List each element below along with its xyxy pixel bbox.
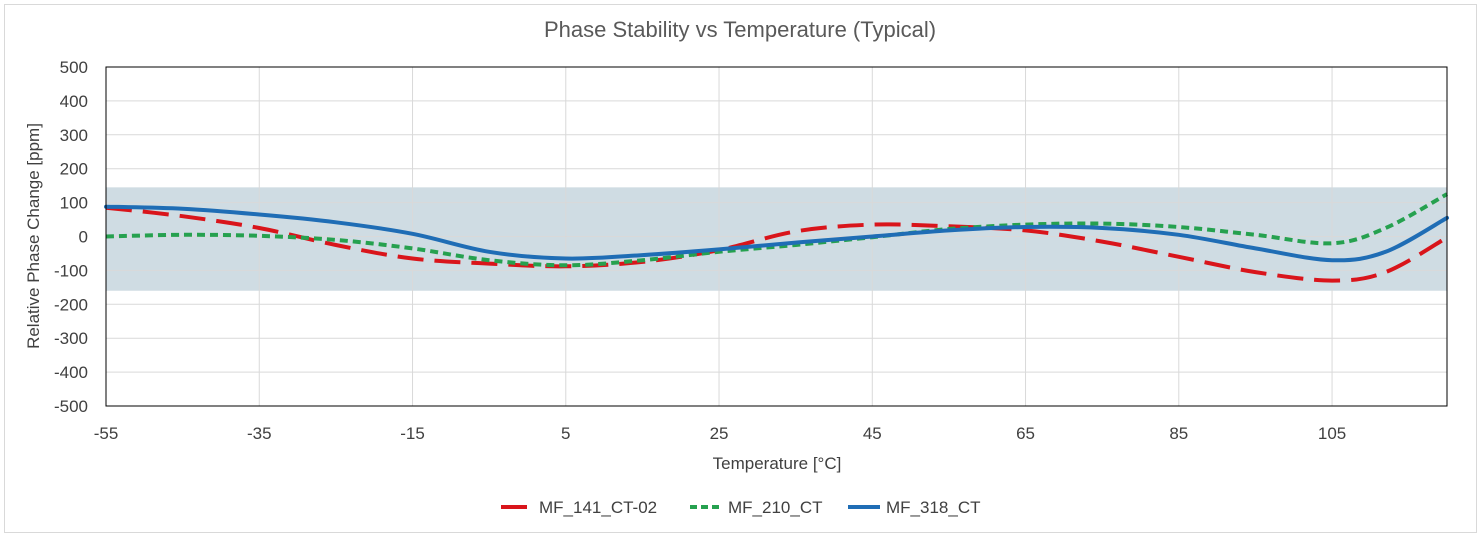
x-tick-label: 45 [863,424,882,443]
y-axis-title: Relative Phase Change [ppm] [24,123,43,349]
chart-title: Phase Stability vs Temperature (Typical) [544,17,936,42]
y-tick-label: 0 [79,228,88,247]
y-tick-label: 200 [60,160,88,179]
x-tick-label: -55 [94,424,119,443]
y-tick-label: -100 [54,261,88,280]
legend-label-0: MF_141_CT-02 [539,498,657,517]
legend-label-2: MF_318_CT [886,498,980,517]
y-tick-label: -400 [54,363,88,382]
y-tick-label: 100 [60,194,88,213]
legend-label-1: MF_210_CT [728,498,822,517]
x-tick-label: 65 [1016,424,1035,443]
x-axis-title: Temperature [°C] [713,454,842,473]
plot-area-border [105,66,1448,407]
y-tick-label: -300 [54,329,88,348]
x-tick-label: 5 [561,424,570,443]
x-tick-label: 85 [1169,424,1188,443]
y-tick-label: -200 [54,295,88,314]
y-tick-label: 300 [60,126,88,145]
x-tick-label: -15 [400,424,425,443]
legend: MF_141_CT-02 MF_210_CT MF_318_CT [501,498,980,517]
x-tick-label: 25 [710,424,729,443]
series-line-1 [105,192,1448,268]
series-line-2 [104,204,1449,263]
x-tick-label: -35 [247,424,272,443]
series-line-0 [105,205,1448,283]
series-group [104,192,1449,283]
y-tick-label: 400 [60,92,88,111]
x-tick-labels: -55 -35 -15 5 25 45 65 85 105 [94,424,1347,443]
y-tick-label: 500 [60,58,88,77]
y-tick-label: -500 [54,397,88,416]
x-tick-label: 105 [1318,424,1346,443]
y-tick-labels: 500 400 300 200 100 0 -100 -200 -300 -400 -500 [54,58,88,416]
